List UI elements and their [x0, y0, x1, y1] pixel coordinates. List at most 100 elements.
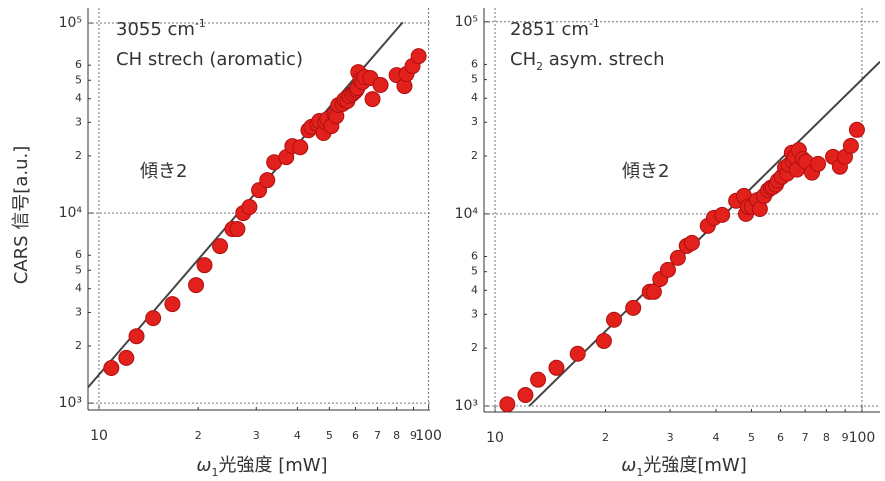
- point: [530, 371, 547, 388]
- x-tick-label: 10: [486, 430, 504, 446]
- point: [683, 234, 700, 251]
- x-tick-label: 4: [712, 431, 719, 444]
- x-axis-label-part: ω: [621, 455, 636, 476]
- point: [372, 77, 389, 94]
- mode-label-part: CH: [510, 49, 536, 70]
- y-tick-label: 10⁵: [59, 15, 82, 31]
- y-tick-label: 10⁴: [455, 206, 479, 222]
- mode-label-part: 2: [536, 60, 543, 73]
- point: [659, 261, 676, 278]
- point: [499, 396, 516, 412]
- point: [196, 257, 213, 274]
- y-axis-label: CARS 信号[a.u.]: [11, 146, 32, 284]
- x-tick-label: 7: [374, 429, 381, 442]
- y-tick-label: 4: [471, 91, 478, 104]
- y-tick-label: 3: [75, 305, 82, 318]
- x-tick-label: 6: [777, 431, 784, 444]
- x-tick-label: 10: [90, 428, 108, 444]
- x-tick-label: 2: [195, 429, 202, 442]
- x-tick-label: 100: [415, 428, 442, 444]
- y-tick-label: 5: [471, 265, 478, 278]
- y-tick-label: 5: [471, 73, 478, 86]
- x-tick-label: 100: [849, 430, 876, 446]
- point: [188, 277, 205, 294]
- point: [606, 311, 623, 328]
- mode-label: CH2 asym. strech: [510, 49, 665, 73]
- point: [212, 238, 229, 255]
- x-tick-label: 5: [748, 431, 755, 444]
- points: [103, 48, 427, 377]
- point: [595, 332, 612, 349]
- point: [364, 91, 381, 108]
- y-tick-label: 2: [75, 339, 82, 352]
- x-tick-label: 2: [602, 431, 609, 444]
- point: [410, 48, 427, 65]
- point: [118, 349, 135, 366]
- point: [145, 310, 162, 327]
- point: [103, 360, 120, 377]
- point: [128, 328, 145, 345]
- x-tick-label: 9: [842, 431, 849, 444]
- x-tick-label: 9: [410, 429, 417, 442]
- annotation-part: -1: [195, 17, 206, 30]
- point: [645, 283, 662, 300]
- point: [517, 387, 534, 404]
- y-tick-label: 10⁵: [455, 14, 478, 30]
- point: [229, 221, 246, 238]
- y-tick-label: 3: [471, 115, 478, 128]
- x-tick-label: 5: [326, 429, 333, 442]
- point: [842, 137, 859, 154]
- fit-line: [528, 60, 880, 407]
- y-tick-label: 4: [75, 92, 82, 105]
- y-tick-label: 4: [75, 282, 82, 295]
- x-tick-label: 3: [667, 431, 674, 444]
- x-tick-label: 4: [294, 429, 301, 442]
- point: [714, 206, 731, 223]
- x-tick-label: 8: [823, 431, 830, 444]
- x-tick-label: 3: [253, 429, 260, 442]
- x-axis-label: ω1光強度[mW]: [621, 455, 746, 479]
- annotation: 3055 cm-1: [116, 17, 206, 41]
- mode-label-part: asym. strech: [543, 49, 665, 70]
- x-tick-label: 8: [393, 429, 400, 442]
- y-tick-label: 3: [75, 115, 82, 128]
- slope-label: 傾き2: [140, 161, 187, 182]
- y-tick-label: 5: [75, 263, 82, 276]
- mode-label: CH strech (aromatic): [116, 49, 303, 70]
- point: [848, 121, 865, 138]
- point: [241, 199, 258, 216]
- x-axis-label-part: 光強度[mW]: [643, 455, 746, 476]
- y-tick-label: 10³: [59, 395, 82, 411]
- x-axis-label: ω1光強度 [mW]: [196, 455, 327, 479]
- point: [292, 139, 309, 156]
- y-tick-label: 3: [471, 307, 478, 320]
- x-axis-label-part: 1: [211, 466, 218, 479]
- x-axis-label-part: ω: [196, 455, 211, 476]
- y-tick-label: 2: [75, 149, 82, 162]
- y-tick-label: 6: [471, 249, 478, 262]
- annotation: 2851 cm-1: [510, 17, 600, 41]
- annotation-part: -1: [589, 17, 600, 30]
- y-tick-label: 2: [471, 341, 478, 354]
- y-tick-label: 6: [75, 58, 82, 71]
- y-tick-label: 2: [471, 149, 478, 162]
- point: [259, 172, 276, 189]
- y-tick-label: 10³: [455, 398, 478, 414]
- point: [625, 299, 642, 316]
- point: [548, 359, 565, 376]
- point: [669, 249, 686, 266]
- point: [164, 296, 181, 313]
- x-tick-label: 7: [802, 431, 809, 444]
- annotation-part: 2851 cm: [510, 19, 589, 40]
- y-tick-label: 5: [75, 73, 82, 86]
- y-tick-label: 10⁴: [59, 205, 83, 221]
- y-tick-label: 6: [75, 248, 82, 261]
- y-tick-label: 4: [471, 283, 478, 296]
- points: [499, 121, 865, 412]
- annotation-part: 3055 cm: [116, 19, 195, 40]
- y-tick-label: 6: [471, 57, 478, 70]
- point: [810, 155, 827, 172]
- point: [569, 345, 586, 362]
- slope-label: 傾き2: [622, 161, 669, 182]
